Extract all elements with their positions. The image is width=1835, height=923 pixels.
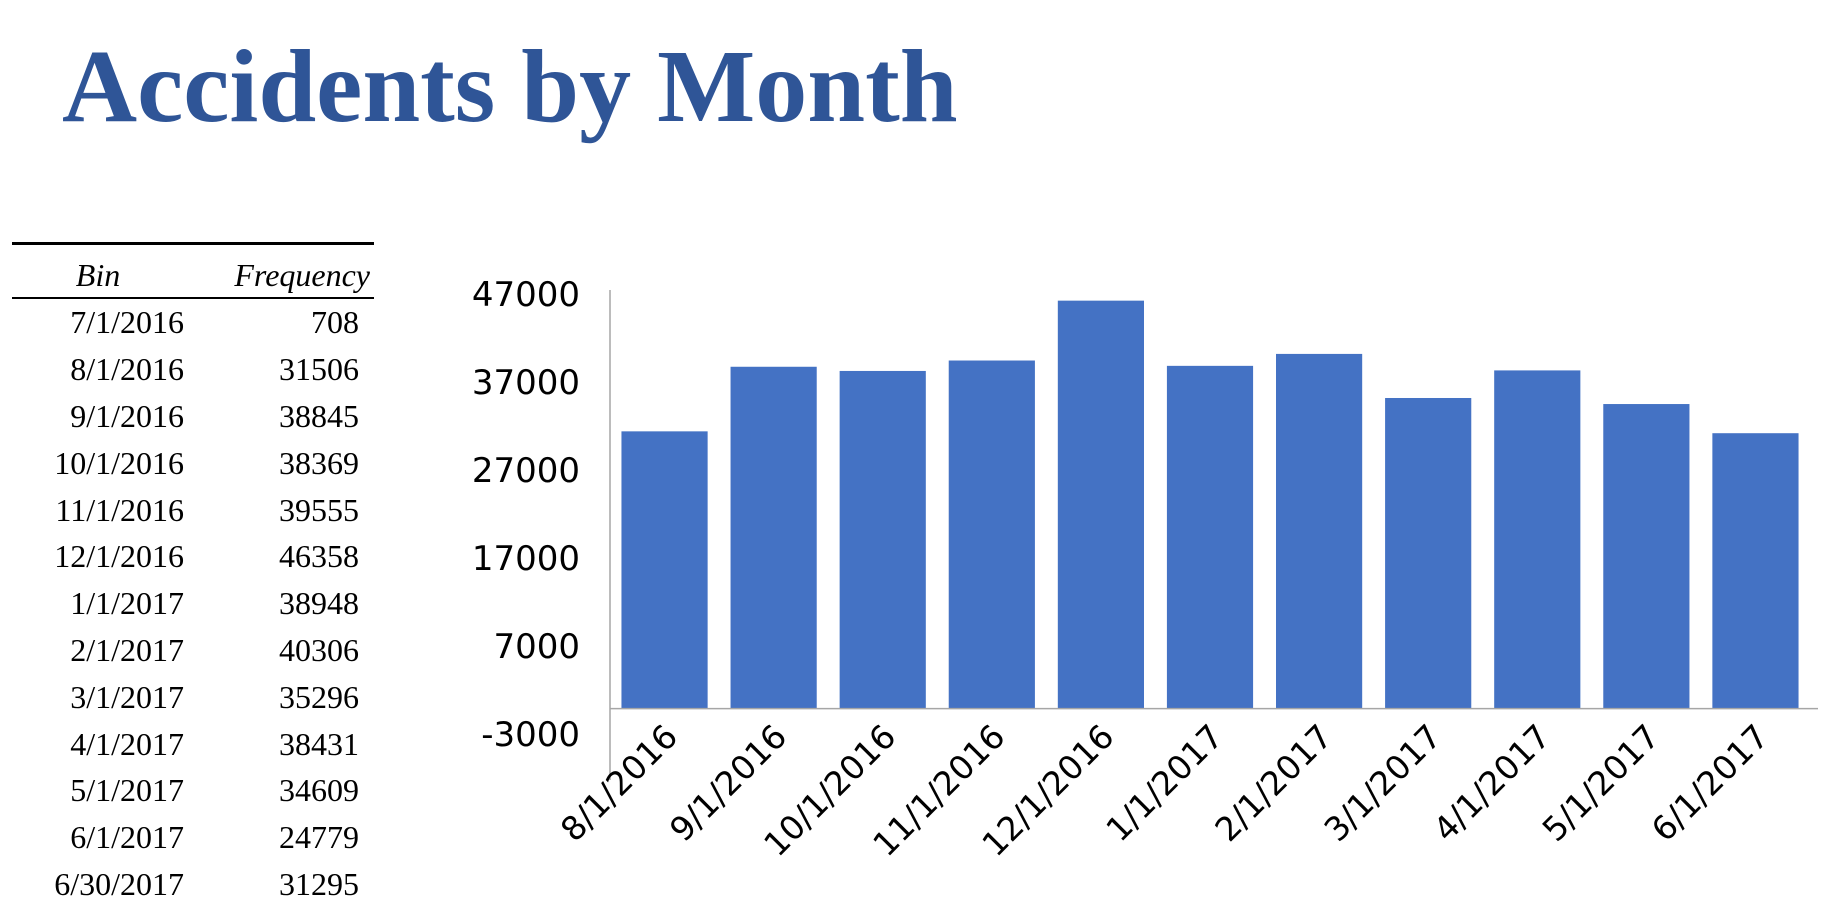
table-row: 3/1/2017 35296 <box>12 673 374 720</box>
frequency-cell: 35296 <box>279 678 359 715</box>
frequency-cell: 40306 <box>279 631 359 668</box>
table-row: 12/1/2016 46358 <box>12 533 374 580</box>
bin-cell: 3/1/2017 <box>70 678 184 715</box>
bin-cell: 2/1/2017 <box>70 631 184 668</box>
bar <box>839 370 926 709</box>
frequency-table: Bin Frequency 7/1/2016 708 8/1/2016 31506 9/… <box>12 242 374 907</box>
bin-cell: 4/1/2017 <box>70 725 184 762</box>
table-body: 7/1/2016 708 8/1/2016 31506 9/1/2016 38845 10/… <box>12 298 374 907</box>
bar-chart: -30007000170002700037000470008/1/20169/1… <box>472 275 1818 864</box>
bin-cell: 7/1/2016 <box>70 304 184 341</box>
bar <box>1057 300 1144 709</box>
y-tick-label: 27000 <box>472 451 580 491</box>
y-tick-label: 17000 <box>472 539 580 579</box>
bar <box>1603 404 1690 709</box>
frequency-cell: 38369 <box>279 444 359 481</box>
bin-cell: 10/1/2016 <box>54 444 184 481</box>
y-tick-label: 37000 <box>472 363 580 403</box>
table-row: 1/1/2017 38948 <box>12 580 374 627</box>
y-tick-label: 7000 <box>493 627 580 667</box>
table-row: 9/1/2016 38845 <box>12 393 374 440</box>
x-tick-label: 5/1/2017 <box>1535 717 1667 849</box>
table-row: 5/1/2017 34609 <box>12 767 374 814</box>
header-frequency: Frequency <box>184 242 374 299</box>
frequency-cell: 39555 <box>279 491 359 528</box>
x-tick-label: 2/1/2017 <box>1207 717 1339 849</box>
bar <box>621 431 708 709</box>
bar <box>1276 353 1363 709</box>
bar <box>730 366 817 709</box>
table-row: 6/1/2017 24779 <box>12 814 374 861</box>
table-row: 10/1/2016 38369 <box>12 439 374 486</box>
x-tick-label: 4/1/2017 <box>1426 717 1558 849</box>
bin-cell: 12/1/2016 <box>54 538 184 575</box>
bin-cell: 1/1/2017 <box>70 585 184 622</box>
frequency-cell: 38431 <box>279 725 359 762</box>
x-tick-label: 3/1/2017 <box>1316 717 1448 849</box>
table-row: 7/1/2016 708 <box>12 298 374 346</box>
bar <box>1712 433 1799 709</box>
frequency-cell: 708 <box>311 304 359 341</box>
bar <box>1166 365 1254 709</box>
frequency-cell: 46358 <box>279 538 359 575</box>
bin-cell: 8/1/2016 <box>70 351 184 388</box>
page-title: Accidents by Month <box>62 29 958 144</box>
bar <box>1494 370 1581 709</box>
table-row: 2/1/2017 40306 <box>12 627 374 674</box>
bar <box>948 360 1035 709</box>
frequency-cell: 31295 <box>279 865 359 902</box>
frequency-cell: 38845 <box>279 397 359 434</box>
frequency-cell: 38948 <box>279 585 359 622</box>
bin-cell: 5/1/2017 <box>70 772 184 809</box>
bin-cell: 6/1/2017 <box>70 819 184 856</box>
header-bin: Bin <box>12 242 184 299</box>
frequency-cell: 24779 <box>279 819 359 856</box>
x-tick-label: 6/1/2017 <box>1644 717 1776 849</box>
table-row: 8/1/2016 31506 <box>12 346 374 393</box>
table-row: 6/30/2017 31295 <box>12 861 374 908</box>
table-header-row: Bin Frequency <box>12 242 374 299</box>
bin-cell: 6/30/2017 <box>54 865 184 902</box>
bin-cell: 11/1/2016 <box>55 491 184 528</box>
frequency-cell: 34609 <box>279 772 359 809</box>
x-tick-label: 1/1/2017 <box>1098 717 1230 849</box>
bin-cell: 9/1/2016 <box>70 397 184 434</box>
bar <box>1385 397 1472 709</box>
table-row: 11/1/2016 39555 <box>12 486 374 533</box>
y-tick-label: -3000 <box>481 715 580 755</box>
frequency-cell: 31506 <box>279 351 359 388</box>
table-row: 4/1/2017 38431 <box>12 720 374 767</box>
y-tick-label: 47000 <box>472 275 580 315</box>
